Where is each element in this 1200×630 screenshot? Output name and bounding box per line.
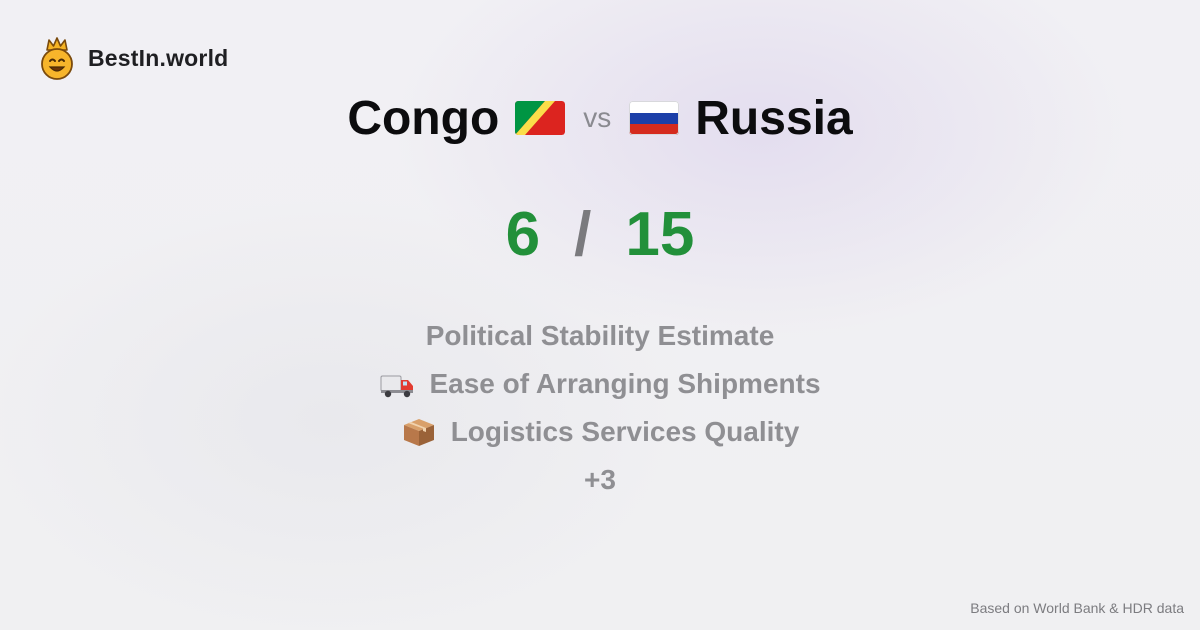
congo-flag-icon <box>515 101 566 135</box>
vs-label: vs <box>583 102 612 133</box>
package-box-icon <box>403 419 434 446</box>
metric-item-political-stability[interactable]: Political Stability Estimate <box>426 312 775 360</box>
metric-item-shipments[interactable]: Ease of Arranging Shipments <box>379 360 821 408</box>
score: 6 / 15 <box>0 194 1200 274</box>
metrics-list: Political Stability Estimate Ease of Arr… <box>0 312 1200 504</box>
more-label: +3 <box>584 464 616 495</box>
left-country-name[interactable]: Congo <box>347 91 500 145</box>
comparison-title: Congo vs Russia <box>0 88 1200 148</box>
metric-label: Logistics Services Quality <box>450 416 800 447</box>
data-source-note: Based on World Bank & HDR data <box>970 600 1184 616</box>
metric-label: Ease of Arranging Shipments <box>429 368 821 399</box>
russia-flag-icon <box>629 101 680 135</box>
crowned-smiley-icon <box>41 37 73 80</box>
delivery-truck-icon <box>380 375 414 398</box>
metric-item-logistics[interactable]: Logistics Services Quality <box>401 408 800 456</box>
right-country-name[interactable]: Russia <box>695 91 853 145</box>
left-score: 6 <box>505 199 541 269</box>
score-separator: / <box>574 199 592 269</box>
brand-name: BestIn.world <box>88 44 229 71</box>
right-score: 15 <box>625 199 695 269</box>
metric-label: Political Stability Estimate <box>425 320 775 351</box>
brand[interactable]: BestIn.world <box>38 36 228 80</box>
more-metrics[interactable]: +3 <box>584 456 616 504</box>
